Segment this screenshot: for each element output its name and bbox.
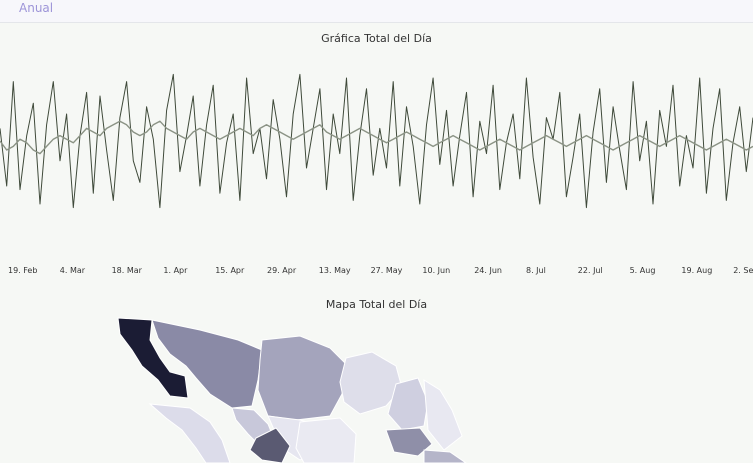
x-tick-label: 19. Feb xyxy=(8,266,38,275)
region-nuevo-leon[interactable] xyxy=(387,377,429,431)
x-tick-label: 18. Mar xyxy=(111,266,142,275)
x-tick-label: 22. Jul xyxy=(577,266,603,275)
region-chihuahua[interactable] xyxy=(257,335,349,421)
x-tick-label: 13. May xyxy=(318,266,351,275)
region-baja-california-sur[interactable] xyxy=(148,403,231,463)
series-line-trend xyxy=(0,120,753,155)
region-zacatecas[interactable] xyxy=(295,417,357,463)
region-gulf-east[interactable] xyxy=(423,449,467,463)
x-tick-label: 29. Apr xyxy=(267,266,297,275)
region-baja-california[interactable] xyxy=(117,317,189,399)
tab-anual[interactable]: Anual xyxy=(19,1,54,15)
series-line-daily xyxy=(0,73,753,209)
region-nayarit[interactable] xyxy=(249,427,291,463)
line-chart xyxy=(0,73,753,209)
line-chart-title: Gráfica Total del Día xyxy=(321,32,432,45)
x-tick-label: 24. Jun xyxy=(474,266,502,275)
x-tick-label: 4. Mar xyxy=(59,266,86,275)
mexico-choropleth-map xyxy=(117,317,467,463)
map-title: Mapa Total del Día xyxy=(325,298,428,311)
top-tab-bar: Anual xyxy=(0,0,753,23)
x-tick-label: 5. Aug xyxy=(629,266,656,275)
x-tick-label: 19. Aug xyxy=(681,266,713,275)
x-tick-label: 8. Jul xyxy=(526,266,546,275)
x-tick-label: 10. Jun xyxy=(422,266,451,275)
region-coahuila[interactable] xyxy=(339,351,403,415)
x-tick-label: 2. Se xyxy=(733,266,753,275)
x-tick-label: 1. Apr xyxy=(163,266,188,275)
x-tick-label: 27. May xyxy=(370,266,403,275)
region-tamaulipas[interactable] xyxy=(423,379,463,451)
x-tick-label: 15. Apr xyxy=(215,266,245,275)
